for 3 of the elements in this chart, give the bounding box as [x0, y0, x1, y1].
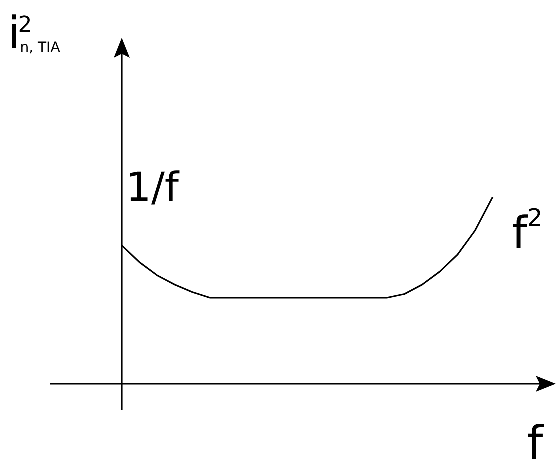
text: f$^{2}$	[512, 204, 543, 259]
annotation: 1/f	[126, 165, 180, 211]
x-axis-title: f	[527, 416, 544, 469]
